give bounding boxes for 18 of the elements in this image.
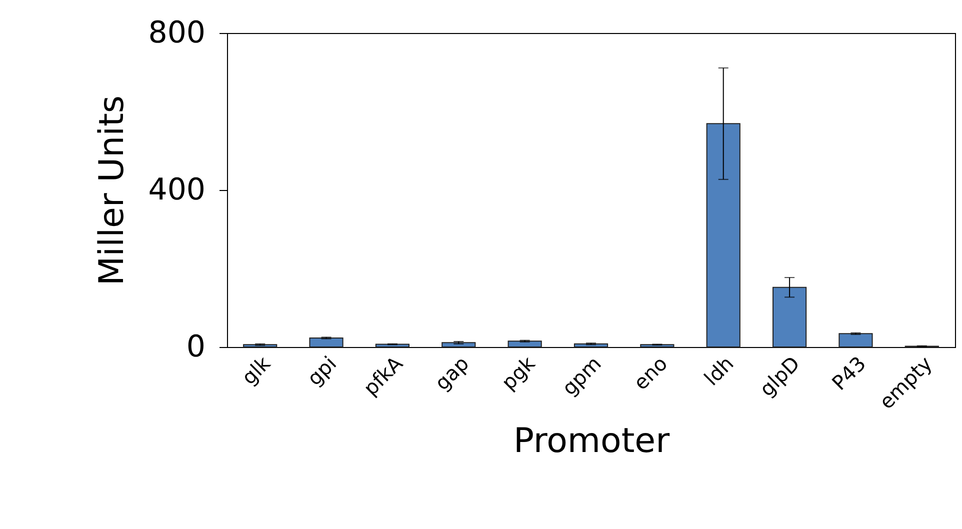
y-tick-label: 400: [148, 172, 206, 208]
y-tick-label: 800: [148, 16, 206, 50]
bar: [838, 333, 873, 348]
x-tick-label: P43: [827, 351, 871, 395]
bar: [375, 344, 410, 348]
bar: [772, 286, 807, 348]
x-tick-label: glk: [236, 351, 276, 390]
x-tick-label: gap: [430, 351, 474, 395]
bar: [508, 340, 542, 348]
y-axis-title: Miller Units: [92, 95, 132, 286]
bar: [706, 123, 740, 348]
x-tick-label: eno: [628, 351, 672, 395]
x-axis-title: Promoter: [513, 421, 670, 462]
y-tick-label: 0: [186, 330, 206, 364]
x-tick-label: gpi: [302, 351, 342, 390]
bar: [309, 337, 344, 348]
bar: [442, 342, 476, 348]
x-tick-label: ldh: [699, 351, 738, 390]
